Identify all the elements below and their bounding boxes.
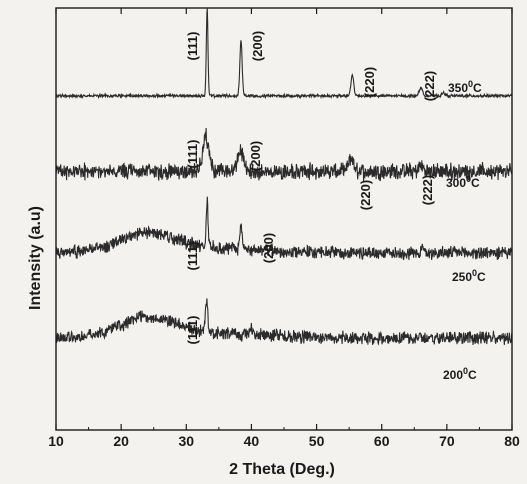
- annotations: (111) (200)(220) (222) 3500C(111) (200)(220)…: [185, 31, 486, 382]
- trace-300c: [55, 127, 513, 182]
- peak-label: (220): [358, 180, 373, 210]
- x-tick-label: 60: [374, 433, 390, 449]
- temperature-label: 2000C: [443, 366, 477, 382]
- peak-label: (220): [362, 67, 377, 97]
- degree-superscript: 0: [463, 366, 468, 376]
- x-tick-label: 50: [309, 433, 325, 449]
- peak-label: (200): [250, 31, 265, 61]
- temperature-value: 300: [446, 176, 466, 190]
- temperature-value: 350: [448, 81, 468, 95]
- celsius-unit: C: [468, 368, 477, 382]
- temperature-label: 3500C: [448, 79, 482, 95]
- peak-label: (200): [261, 233, 276, 263]
- peak-label: (111): [185, 140, 200, 169]
- celsius-unit: C: [471, 176, 480, 190]
- degree-superscript: 0: [468, 79, 473, 89]
- x-tick-label: 40: [244, 433, 260, 449]
- temperature-label: 2500C: [452, 268, 486, 284]
- trace-350c: [55, 8, 513, 100]
- degree-superscript: 0: [466, 174, 471, 184]
- celsius-unit: C: [473, 81, 482, 95]
- x-tick-label: 10: [48, 433, 64, 449]
- trace-250c: [55, 196, 513, 261]
- peak-label: (222): [422, 71, 437, 101]
- x-tick-label: 70: [439, 433, 455, 449]
- x-axis-title: 2 Theta (Deg.): [229, 461, 335, 478]
- peak-label: (111): [185, 242, 200, 271]
- peak-label: (200): [248, 141, 263, 171]
- x-tick-label: 80: [504, 433, 520, 449]
- y-axis-title: Intensity (a.u): [27, 206, 44, 310]
- x-tick-label: 30: [178, 433, 194, 449]
- diffraction-traces: [55, 8, 513, 346]
- temperature-value: 200: [443, 368, 463, 382]
- x-tick-label: 20: [113, 433, 129, 449]
- axes: 10 20 30 40 50 60 70 80: [48, 7, 520, 449]
- temperature-value: 250: [452, 270, 472, 284]
- celsius-unit: C: [477, 270, 486, 284]
- peak-label: (222): [420, 175, 435, 205]
- degree-superscript: 0: [472, 268, 477, 278]
- temperature-label: 3000C: [446, 174, 480, 190]
- peak-label: (111): [185, 316, 200, 345]
- peak-label: (111): [185, 32, 200, 61]
- trace-200c: [55, 298, 513, 346]
